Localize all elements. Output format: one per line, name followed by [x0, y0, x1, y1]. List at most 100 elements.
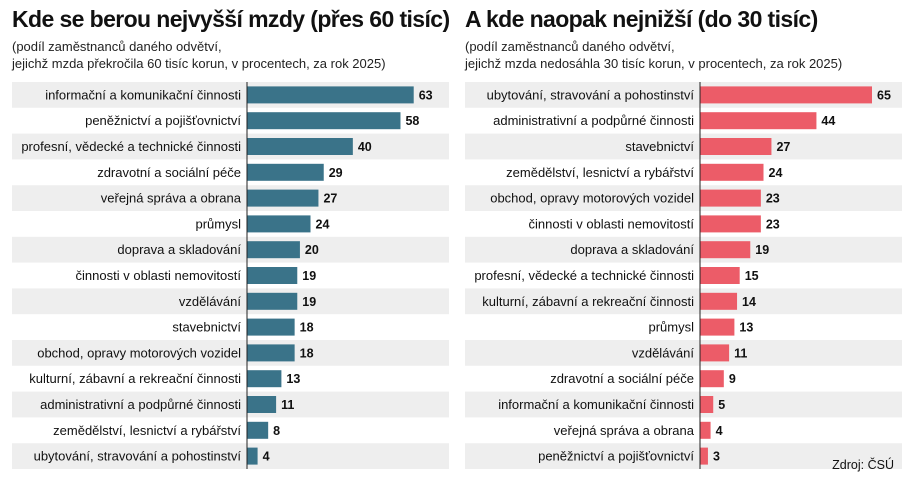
row-stripe: [465, 443, 902, 469]
value-label: 63: [419, 88, 433, 102]
value-label: 11: [281, 398, 294, 412]
category-label: administrativní a podpůrné činnosti: [40, 397, 241, 412]
row-stripe: [465, 288, 902, 315]
category-label: peněžnictví a pojišťovnictví: [85, 113, 241, 128]
bar: [700, 138, 772, 155]
chart-panel-highest-wages: Kde se berou nejvyšší mzdy (přes 60 tisí…: [12, 0, 452, 490]
category-label: vzdělávání: [632, 345, 695, 360]
bar: [247, 138, 353, 155]
bar: [247, 86, 414, 104]
category-label: stavebnictví: [625, 139, 694, 154]
bar: [247, 267, 298, 284]
category-label: profesní, vědecké a technické činnosti: [474, 268, 694, 283]
bar: [247, 112, 401, 130]
value-label: 11: [734, 346, 747, 360]
bar: [247, 241, 300, 259]
subtitle-line-1: (podíl zaměstnanců daného odvětví,: [12, 39, 222, 54]
bar: [247, 370, 282, 388]
row-stripe: [12, 288, 449, 315]
value-label: 8: [273, 424, 280, 438]
category-label: profesní, vědecké a technické činnosti: [21, 139, 241, 154]
bar: [700, 370, 724, 388]
bar: [700, 241, 751, 259]
bar: [700, 344, 730, 362]
category-label: průmysl: [195, 216, 241, 231]
category-label: doprava a skladování: [570, 242, 694, 257]
bar: [700, 396, 714, 413]
value-label: 14: [742, 295, 756, 309]
category-label: ubytování, stravování a pohostinství: [487, 87, 695, 102]
bar: [700, 318, 735, 336]
bar: [247, 421, 269, 439]
category-label: informační a komunikační činnosti: [45, 87, 241, 102]
row-stripe: [465, 185, 902, 211]
category-label: peněžnictví a pojišťovnictví: [538, 449, 694, 464]
category-label: kulturní, zábavní a rekreační činnosti: [482, 294, 694, 309]
category-label: obchod, opravy motorových vozidel: [37, 345, 241, 360]
value-label: 29: [329, 166, 343, 180]
category-label: vzdělávání: [179, 294, 242, 309]
category-label: obchod, opravy motorových vozidel: [490, 191, 694, 206]
row-stripe: [12, 391, 449, 418]
category-label: zdravotní a sociální péče: [97, 165, 241, 180]
row-stripe: [12, 340, 449, 366]
value-label: 19: [755, 243, 769, 257]
value-label: 9: [729, 372, 736, 386]
value-label: 13: [286, 372, 300, 386]
bar: [700, 86, 872, 104]
category-label: činnosti v oblasti nemovitostí: [76, 268, 242, 283]
chart-subtitle: (podíl zaměstnanců daného odvětví, jejic…: [465, 38, 842, 72]
value-label: 44: [821, 114, 835, 128]
source-note: Zdroj: ČSÚ: [832, 458, 894, 472]
value-label: 40: [358, 140, 372, 154]
bar: [247, 318, 295, 336]
bar: [247, 215, 311, 233]
value-label: 27: [323, 192, 337, 206]
value-label: 18: [300, 321, 314, 335]
bar: [247, 292, 298, 310]
category-label: doprava a skladování: [117, 242, 241, 257]
bar: [700, 267, 740, 284]
chart-subtitle: (podíl zaměstnanců daného odvětví, jejic…: [12, 38, 386, 72]
bar: [247, 163, 324, 181]
value-label: 13: [739, 321, 753, 335]
value-label: 19: [302, 295, 316, 309]
row-stripe: [465, 236, 902, 263]
bar: [247, 396, 277, 413]
category-label: zemědělství, lesnictví a rybářství: [506, 165, 694, 180]
value-label: 27: [776, 140, 790, 154]
value-label: 19: [302, 269, 316, 283]
value-label: 5: [718, 398, 725, 412]
value-label: 20: [305, 243, 319, 257]
category-label: průmysl: [648, 320, 694, 335]
chart-title: A kde naopak nejnižší (do 30 tisíc): [465, 6, 818, 32]
bar: [700, 189, 761, 207]
category-label: informační a komunikační činnosti: [498, 397, 694, 412]
chart-panel-lowest-wages: A kde naopak nejnižší (do 30 tisíc) (pod…: [465, 0, 905, 490]
bar: [700, 421, 711, 439]
bar-chart-lowest-wages: ubytování, stravování a pohostinství 65 ad…: [465, 82, 902, 469]
value-label: 15: [745, 269, 759, 283]
category-label: činnosti v oblasti nemovitostí: [529, 216, 695, 231]
bar: [247, 189, 319, 207]
bar: [700, 163, 764, 181]
bar: [247, 447, 258, 465]
category-label: veřejná správa a obrana: [101, 191, 242, 206]
row-stripe: [12, 236, 449, 263]
row-stripe: [465, 391, 902, 418]
subtitle-line-2: jejichž mzda nedosáhla 30 tisíc korun, v…: [465, 56, 843, 71]
bar: [247, 344, 295, 362]
category-label: administrativní a podpůrné činnosti: [493, 113, 694, 128]
chart-title: Kde se berou nejvyšší mzdy (přes 60 tisí…: [12, 6, 450, 32]
value-label: 4: [716, 424, 723, 438]
value-label: 24: [316, 217, 330, 231]
bar: [700, 292, 738, 310]
bar: [700, 112, 817, 130]
value-label: 23: [766, 192, 780, 206]
category-label: zemědělství, lesnictví a rybářství: [53, 423, 241, 438]
row-stripe: [465, 133, 902, 160]
bar: [700, 447, 708, 465]
value-label: 65: [877, 88, 891, 102]
row-stripe: [12, 185, 449, 211]
category-label: stavebnictví: [172, 320, 241, 335]
